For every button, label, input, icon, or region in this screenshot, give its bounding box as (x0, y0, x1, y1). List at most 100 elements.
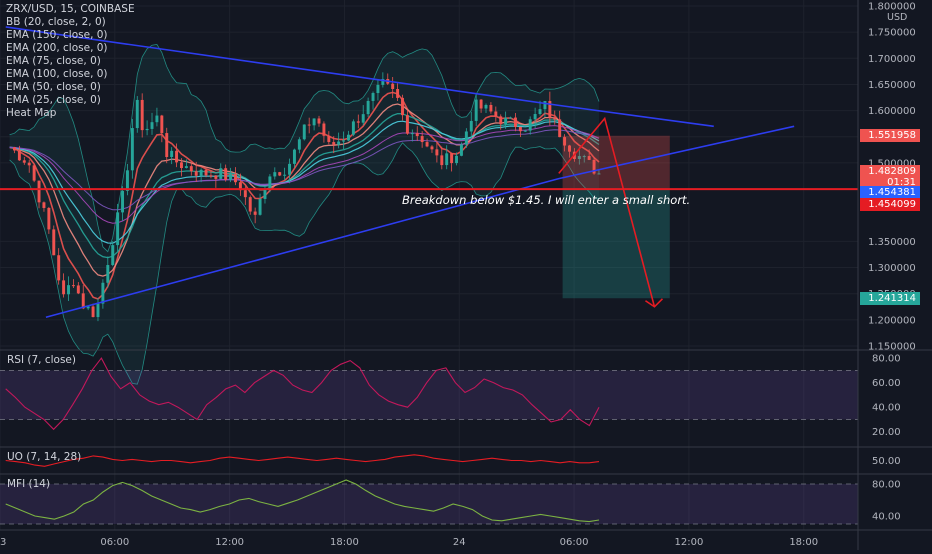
candle[interactable] (194, 161, 198, 182)
candle[interactable] (597, 170, 601, 175)
candle[interactable] (199, 168, 203, 183)
candle[interactable] (445, 145, 449, 170)
candle[interactable] (435, 140, 439, 163)
candle[interactable] (273, 167, 277, 180)
candle[interactable] (489, 102, 493, 114)
candle[interactable] (484, 103, 488, 114)
candle[interactable] (376, 79, 380, 101)
candle[interactable] (332, 136, 336, 154)
candle[interactable] (410, 129, 414, 142)
candle[interactable] (450, 152, 454, 172)
legend-ema75[interactable]: EMA (75, close, 0) (6, 55, 101, 67)
candle[interactable] (592, 157, 596, 175)
candle[interactable] (283, 167, 287, 180)
candle[interactable] (342, 131, 346, 150)
candle[interactable] (214, 175, 218, 188)
legend-bb[interactable]: BB (20, close, 2, 0) (6, 16, 106, 28)
candle[interactable] (278, 171, 282, 177)
candle[interactable] (391, 77, 395, 99)
candle[interactable] (42, 201, 46, 212)
candle[interactable] (111, 241, 115, 267)
rsi-line[interactable] (5, 357, 600, 431)
candle[interactable] (307, 117, 311, 134)
candle[interactable] (209, 170, 213, 179)
candle[interactable] (258, 193, 262, 216)
candle[interactable] (253, 207, 257, 224)
candle[interactable] (509, 116, 513, 119)
candle[interactable] (229, 167, 233, 183)
candle[interactable] (155, 107, 159, 127)
candle[interactable] (371, 91, 375, 110)
candle[interactable] (91, 303, 95, 318)
candle[interactable] (425, 138, 429, 148)
candle[interactable] (238, 173, 242, 196)
candle[interactable] (140, 93, 144, 138)
legend-ema200[interactable]: EMA (200, close, 0) (6, 42, 108, 54)
legend-ema100[interactable]: EMA (100, close, 0) (6, 68, 108, 80)
candle[interactable] (523, 129, 527, 133)
candle[interactable] (405, 109, 409, 135)
mfi-line[interactable] (5, 479, 600, 523)
candle[interactable] (17, 145, 21, 161)
candle[interactable] (494, 106, 498, 122)
candle[interactable] (27, 159, 31, 173)
candle[interactable] (121, 186, 125, 221)
candle[interactable] (248, 195, 252, 215)
legend-ema25[interactable]: EMA (25, close, 0) (6, 94, 101, 106)
candle[interactable] (568, 144, 571, 158)
candle[interactable] (356, 114, 360, 129)
candle[interactable] (47, 206, 51, 234)
candle[interactable] (32, 164, 36, 183)
position-target-zone[interactable] (562, 189, 670, 299)
candle[interactable] (587, 149, 591, 161)
candle[interactable] (292, 148, 296, 168)
candle[interactable] (553, 110, 557, 125)
candle[interactable] (528, 116, 532, 135)
candle[interactable] (455, 152, 459, 166)
candle[interactable] (13, 146, 16, 154)
candle[interactable] (165, 127, 169, 164)
candle[interactable] (459, 142, 463, 157)
trendline-lower[interactable] (45, 125, 795, 319)
legend-ema50[interactable]: EMA (50, close, 0) (6, 81, 101, 93)
candle[interactable] (366, 97, 370, 118)
candle[interactable] (288, 158, 292, 184)
uo-line[interactable] (5, 454, 600, 467)
candle[interactable] (116, 203, 120, 252)
candle[interactable] (101, 279, 105, 309)
legend-ema150[interactable]: EMA (150, close, 0) (6, 29, 108, 41)
candle[interactable] (76, 282, 80, 295)
candle[interactable] (189, 162, 193, 176)
candle[interactable] (145, 120, 149, 136)
candle[interactable] (499, 114, 503, 130)
candle[interactable] (504, 111, 508, 129)
candle[interactable] (401, 94, 404, 121)
candle[interactable] (234, 167, 237, 186)
candle[interactable] (106, 256, 110, 288)
trade-annotation[interactable]: Breakdown below $1.45. I will enter a sm… (402, 193, 691, 207)
candle[interactable] (224, 164, 228, 182)
candle[interactable] (175, 143, 179, 168)
candle[interactable] (474, 93, 478, 127)
candle[interactable] (297, 137, 301, 154)
candle[interactable] (327, 131, 331, 145)
candle[interactable] (22, 156, 26, 165)
candle[interactable] (81, 285, 85, 310)
candle[interactable] (150, 112, 154, 135)
candle[interactable] (518, 126, 522, 138)
candle[interactable] (96, 297, 100, 322)
projection-path[interactable] (558, 116, 656, 307)
candle[interactable] (52, 225, 56, 256)
candle[interactable] (170, 147, 174, 165)
candle[interactable] (184, 159, 188, 169)
candle[interactable] (67, 276, 70, 302)
candle[interactable] (57, 248, 61, 285)
candle[interactable] (361, 105, 365, 126)
candle[interactable] (317, 115, 321, 127)
candle[interactable] (582, 154, 586, 163)
candle[interactable] (533, 107, 537, 129)
candle[interactable] (464, 128, 468, 148)
trendline-upper[interactable] (5, 26, 714, 128)
candle[interactable] (430, 145, 434, 153)
